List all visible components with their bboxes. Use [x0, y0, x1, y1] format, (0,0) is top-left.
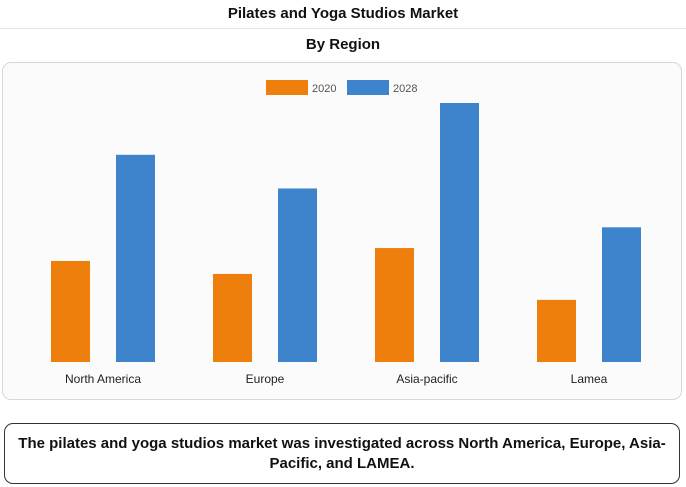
x-tick-label: Lamea: [571, 372, 608, 386]
legend-swatch-2020: [266, 80, 308, 95]
bar-chart: 2020 2028 North America Europe Asia-pacific…: [51, 80, 641, 386]
chart-panel: 2020 2028 North America Europe Asia-pacific…: [2, 62, 682, 400]
legend-label-2020: 2020: [312, 83, 336, 95]
x-tick-label: Asia-pacific: [396, 372, 457, 386]
x-axis-labels: North America Europe Asia-pacific Lamea: [65, 372, 608, 386]
bar-europe-2028: [278, 188, 317, 362]
legend-label-2028: 2028: [393, 83, 417, 95]
x-tick-label: Europe: [246, 372, 285, 386]
chart-title: Pilates and Yoga Studios Market: [227, 5, 459, 22]
bar-lamea-2028: [602, 227, 641, 362]
x-tick-label: North America: [65, 372, 141, 386]
bar-lamea-2020: [537, 299, 576, 362]
summary-note: The pilates and yoga studios market was …: [4, 423, 680, 484]
bar-north-america-2028: [116, 154, 155, 362]
legend-swatch-2028: [347, 80, 389, 95]
title-divider: [0, 28, 686, 29]
bars-group: [51, 103, 641, 362]
bar-europe-2020: [213, 273, 252, 362]
chart-subtitle: By Region: [305, 36, 381, 53]
bar-asia-pacific-2028: [440, 103, 479, 362]
legend: 2020 2028: [266, 80, 417, 95]
bar-asia-pacific-2020: [375, 248, 414, 362]
bar-north-america-2020: [51, 260, 90, 362]
